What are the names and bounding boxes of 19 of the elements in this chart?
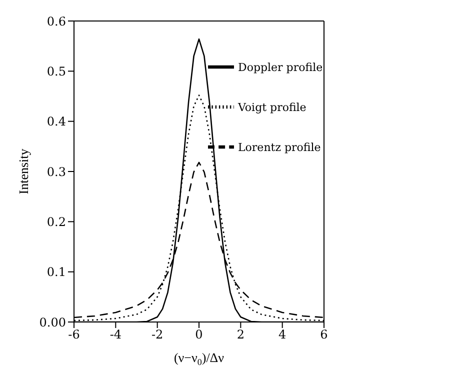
y-tick-label: 0.1	[46, 265, 66, 280]
x-tick-label: -2	[151, 328, 164, 342]
legend-label: Lorentz profile	[238, 141, 321, 154]
y-tick-label: 0.3	[46, 164, 66, 179]
y-tick-label: 0.2	[46, 214, 66, 229]
x-axis-title: (ν−ν$_{0}$)/Δν	[174, 350, 224, 367]
x-tick-label: -6	[68, 328, 80, 342]
y-axis-title: Intensity	[16, 148, 31, 194]
y-tick-label: 0.5	[46, 64, 66, 78]
x-tick-label: 6	[320, 328, 328, 342]
y-tick-label: 0.00	[39, 315, 66, 330]
x-tick-label: 2	[236, 328, 244, 342]
y-tick-label: 0.4	[46, 114, 66, 129]
x-tick-label: -4	[110, 328, 122, 342]
y-tick-label: 0.6	[46, 14, 66, 28]
legend-label: Doppler profile	[238, 61, 323, 74]
x-tick-label: 4	[278, 328, 287, 342]
x-tick-label: 0	[195, 328, 203, 342]
legend-label: Voigt profile	[238, 101, 306, 114]
